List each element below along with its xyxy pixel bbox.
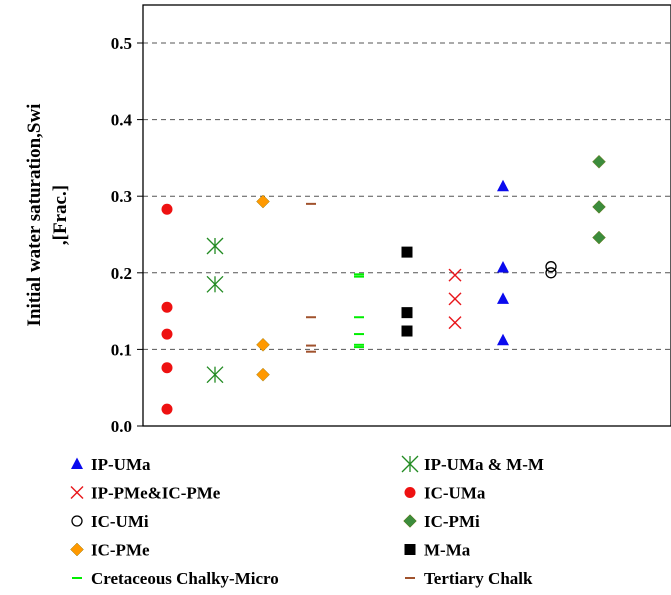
data-point bbox=[497, 333, 509, 346]
data-point bbox=[592, 200, 606, 214]
legend-entry: IC-PMe bbox=[70, 541, 150, 560]
data-point bbox=[206, 275, 224, 293]
legend-label: IP-UMa & M-M bbox=[424, 455, 544, 474]
legend-marker bbox=[71, 515, 83, 527]
legend-label: IP-UMa bbox=[91, 455, 151, 474]
data-point bbox=[161, 301, 173, 313]
y-tick-label: 0.5 bbox=[111, 34, 132, 53]
legend-entry: IP-UMa bbox=[71, 455, 151, 474]
data-point bbox=[497, 292, 509, 304]
y-axis-ticks: 0.0 0.1 0.2 0.3 0.4 0.5 bbox=[111, 34, 143, 436]
legend-label: IC-PMe bbox=[91, 541, 150, 560]
legend-label: Cretaceous Chalky-Micro bbox=[91, 569, 279, 588]
legend-entry: IC-PMi bbox=[403, 512, 480, 531]
legend-entry: Tertiary Chalk bbox=[405, 569, 533, 588]
legend: IP-UMa IP-UMa & M-M IP-PMe&IC-PMe IC-UMa IC-… bbox=[70, 455, 544, 588]
legend-entry: IP-PMe&IC-PMe bbox=[70, 484, 221, 503]
data-point bbox=[161, 362, 173, 374]
legend-marker bbox=[70, 542, 84, 557]
data-point bbox=[545, 267, 557, 279]
data-point bbox=[161, 328, 173, 340]
legend-marker bbox=[70, 486, 84, 499]
data-point bbox=[448, 316, 462, 330]
legend-entry: IP-UMa & M-M bbox=[401, 455, 544, 474]
data-point bbox=[206, 237, 224, 255]
legend-marker bbox=[71, 457, 83, 469]
legend-entry: IC-UMi bbox=[71, 512, 149, 531]
legend-entry: M-Ma bbox=[404, 541, 471, 560]
data-point bbox=[448, 292, 462, 306]
legend-marker bbox=[401, 455, 419, 473]
y-tick-label: 0.2 bbox=[111, 264, 132, 283]
data-point bbox=[497, 179, 509, 192]
data-point bbox=[401, 307, 413, 319]
y-axis-title-line-2: ,[Frac.] bbox=[50, 185, 71, 245]
legend-label: IC-PMi bbox=[424, 512, 480, 531]
y-axis-title-line-1: Initial water saturation,Swi bbox=[24, 104, 45, 327]
y-tick-label: 0.0 bbox=[111, 417, 132, 436]
legend-entry: IC-UMa bbox=[404, 484, 486, 503]
legend-marker bbox=[404, 544, 416, 555]
legend-label: IP-PMe&IC-PMe bbox=[91, 484, 221, 503]
data-point bbox=[256, 367, 270, 382]
legend-label: M-Ma bbox=[424, 541, 471, 560]
data-point bbox=[545, 261, 557, 273]
legend-marker bbox=[404, 487, 416, 498]
legend-entry: Cretaceous Chalky-Micro bbox=[72, 569, 279, 588]
data-point bbox=[592, 230, 606, 245]
y-tick-label: 0.3 bbox=[111, 187, 132, 206]
data-point bbox=[161, 403, 173, 415]
gridlines bbox=[143, 42, 671, 350]
data-point bbox=[256, 194, 270, 209]
legend-marker bbox=[403, 514, 417, 528]
y-axis-title: Initial water saturation,Swi ,[Frac.] bbox=[24, 104, 71, 327]
data-point bbox=[592, 154, 606, 169]
data-point bbox=[256, 338, 270, 352]
data-point bbox=[206, 366, 224, 384]
data-point bbox=[401, 325, 413, 337]
data-point bbox=[497, 260, 509, 273]
legend-label: Tertiary Chalk bbox=[424, 569, 533, 588]
legend-label: IC-UMi bbox=[91, 512, 149, 531]
plot-area bbox=[142, 4, 671, 427]
data-point bbox=[401, 246, 413, 258]
data-point bbox=[161, 203, 173, 215]
legend-label: IC-UMa bbox=[424, 484, 486, 503]
data-point bbox=[448, 268, 462, 282]
y-tick-label: 0.4 bbox=[111, 111, 133, 130]
data-points bbox=[161, 154, 606, 415]
y-tick-label: 0.1 bbox=[111, 340, 132, 359]
